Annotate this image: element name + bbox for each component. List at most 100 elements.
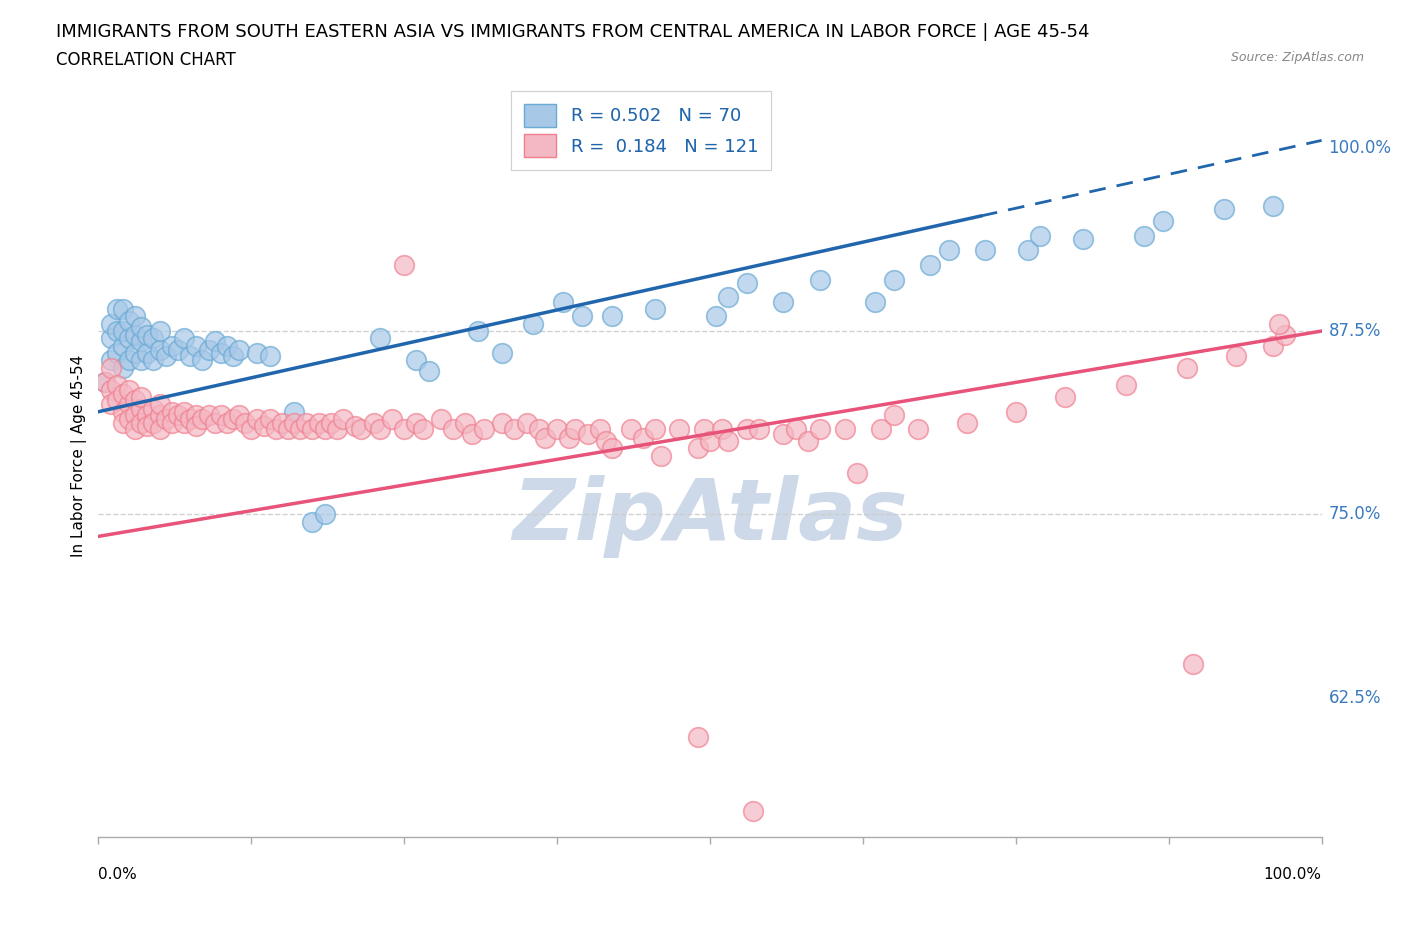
Point (1261, 339, 1284, 353)
Point (100, 360, 122, 375)
Text: 75.0%: 75.0% (1329, 505, 1381, 524)
Point (295, 416, 318, 431)
Point (735, 275, 758, 290)
Point (693, 422, 716, 437)
Point (785, 422, 807, 437)
Point (686, 441, 709, 456)
Point (974, 243, 997, 258)
Y-axis label: In Labor Force | Age 45-54: In Labor Force | Age 45-54 (72, 354, 87, 557)
Point (142, 416, 165, 431)
Point (124, 392, 146, 407)
Point (105, 378, 128, 392)
Point (600, 441, 623, 456)
Point (515, 416, 537, 431)
Text: 0.0%: 0.0% (98, 867, 138, 882)
Point (197, 407, 219, 422)
Point (363, 416, 385, 431)
Point (228, 342, 250, 357)
Point (228, 407, 250, 422)
Point (129, 402, 152, 417)
Point (1152, 214, 1174, 229)
Point (797, 433, 820, 448)
Point (314, 507, 336, 522)
Point (619, 422, 641, 437)
Point (111, 405, 134, 419)
Point (1071, 232, 1094, 246)
Point (1029, 228, 1052, 243)
Point (1133, 228, 1156, 243)
Point (179, 412, 201, 427)
Point (100, 353, 122, 368)
Point (527, 422, 550, 437)
Point (191, 353, 214, 368)
Point (136, 346, 159, 361)
Point (173, 405, 195, 419)
Point (863, 294, 886, 309)
Point (136, 328, 159, 343)
Point (686, 730, 709, 745)
Point (808, 422, 831, 437)
Point (1115, 378, 1137, 392)
Point (631, 431, 654, 445)
Point (129, 319, 152, 334)
Point (704, 309, 727, 324)
Point (883, 272, 905, 287)
Point (118, 353, 141, 368)
Point (907, 422, 929, 437)
Point (460, 426, 482, 441)
Point (576, 426, 599, 441)
Point (93, 375, 115, 390)
Point (956, 416, 979, 431)
Point (589, 422, 612, 437)
Point (600, 309, 623, 324)
Point (100, 382, 122, 397)
Point (301, 514, 323, 529)
Point (350, 422, 373, 437)
Point (270, 416, 294, 431)
Point (283, 416, 305, 431)
Point (118, 382, 141, 397)
Point (142, 331, 165, 346)
Text: Source: ZipAtlas.com: Source: ZipAtlas.com (1230, 51, 1364, 64)
Point (845, 466, 868, 481)
Point (124, 407, 146, 422)
Point (430, 412, 453, 427)
Point (741, 804, 763, 818)
Point (264, 422, 287, 437)
Point (142, 353, 165, 368)
Point (173, 331, 195, 346)
Point (735, 422, 758, 437)
Point (186, 407, 208, 422)
Point (332, 412, 354, 427)
Point (118, 313, 141, 328)
Point (129, 390, 152, 405)
Point (920, 258, 942, 272)
Point (699, 433, 721, 448)
Legend: R = 0.502   N = 70, R =  0.184   N = 121: R = 0.502 N = 70, R = 0.184 N = 121 (512, 91, 770, 170)
Point (186, 339, 208, 353)
Point (149, 324, 172, 339)
Point (644, 301, 666, 316)
Point (546, 422, 568, 437)
Point (650, 448, 672, 463)
Point (290, 422, 312, 437)
Text: 100.0%: 100.0% (1264, 867, 1322, 882)
Point (155, 412, 177, 427)
Point (105, 301, 128, 316)
Point (215, 416, 238, 431)
Point (118, 397, 141, 412)
Point (259, 412, 281, 427)
Point (111, 324, 134, 339)
Point (155, 349, 177, 364)
Point (111, 387, 134, 402)
Point (301, 422, 323, 437)
Text: CORRELATION CHART: CORRELATION CHART (56, 51, 236, 69)
Point (283, 405, 305, 419)
Point (105, 346, 128, 361)
Point (191, 412, 214, 427)
Point (222, 349, 245, 364)
Point (1261, 199, 1284, 214)
Point (870, 422, 893, 437)
Point (368, 422, 391, 437)
Point (308, 416, 330, 431)
